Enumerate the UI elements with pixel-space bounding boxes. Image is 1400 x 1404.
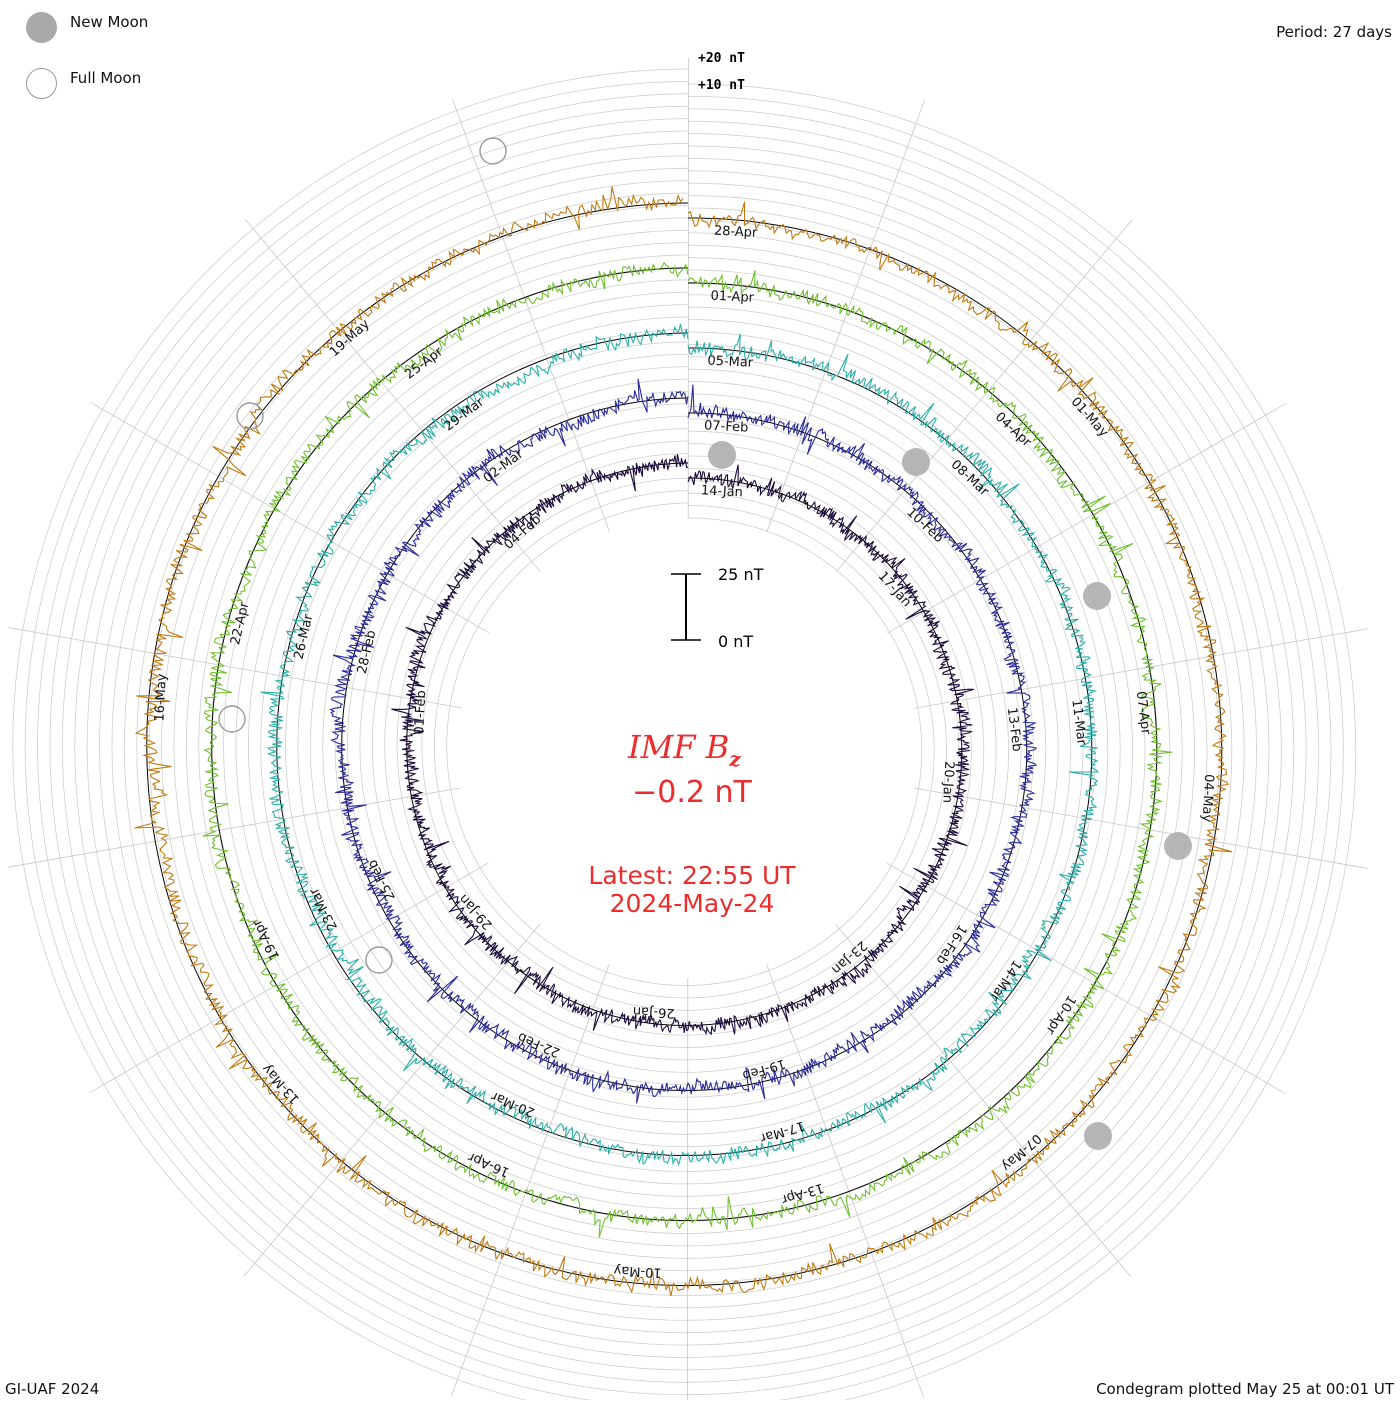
- period-label: Period: 27 days: [1276, 23, 1392, 41]
- grid-spoke: [90, 863, 489, 1093]
- latest-time: Latest: 22:55 UT: [588, 861, 796, 890]
- date-label: 01-Feb: [412, 690, 429, 735]
- ref-label-plus10: +10 nT: [698, 78, 745, 93]
- grid-spoke: [245, 219, 540, 572]
- date-label: 10-Feb: [903, 505, 946, 546]
- new-moon-marker: [902, 448, 930, 476]
- full-moon-marker: [480, 138, 506, 164]
- date-label: 10-Apr: [1042, 992, 1079, 1037]
- date-label: 25-Feb: [365, 857, 399, 903]
- date-label: 13-Feb: [1004, 707, 1024, 753]
- scale-top-label: 25 nT: [718, 565, 764, 584]
- credit-label: GI-UAF 2024: [5, 1380, 99, 1398]
- grid-spoke: [8, 788, 461, 867]
- date-label: 28-Apr: [713, 224, 758, 241]
- date-label: 14-Jan: [700, 483, 743, 500]
- date-label: 10-May: [613, 1262, 662, 1279]
- date-label: 05-Mar: [707, 354, 754, 371]
- date-label: 04-May: [1199, 774, 1216, 823]
- full-moon-marker: [366, 947, 392, 973]
- date-label: 07-Apr: [1133, 690, 1153, 736]
- full-moon-legend-label: Full Moon: [70, 69, 141, 87]
- new-moon-marker: [1084, 1122, 1112, 1150]
- date-label: 20-Jan: [939, 761, 956, 804]
- latest-date: 2024-May-24: [610, 889, 775, 918]
- date-label: 16-May: [152, 673, 169, 722]
- date-label: 22-Feb: [516, 1029, 563, 1060]
- new-moon-legend-icon: [26, 12, 57, 43]
- grid-spoke: [451, 964, 609, 1396]
- full-moon-marker: [219, 706, 245, 732]
- grid-spoke: [766, 964, 923, 1396]
- date-label: 26-Jan: [632, 1003, 675, 1020]
- imf-title-text: IMF B: [627, 728, 729, 766]
- full-moon-legend-icon: [26, 68, 57, 99]
- date-label: 11-Mar: [1068, 699, 1089, 747]
- scale-bottom-label: 0 nT: [718, 632, 753, 651]
- ref-label-plus20: +20 nT: [698, 51, 745, 66]
- imf-title-subscript: z: [728, 747, 741, 771]
- date-label: 07-Feb: [704, 418, 749, 435]
- imf-value: −0.2 nT: [632, 775, 752, 810]
- scale-bar: 25 nT 0 nT: [671, 565, 764, 651]
- date-label: 16-Feb: [933, 922, 970, 967]
- new-moon-marker: [1164, 832, 1192, 860]
- new-moon-marker: [1083, 582, 1111, 610]
- date-label: 01-Apr: [710, 289, 755, 306]
- date-label: 20-Mar: [489, 1088, 538, 1120]
- grid-spoke: [767, 100, 925, 532]
- new-moon-marker: [708, 441, 736, 469]
- new-moon-legend-label: New Moon: [70, 13, 148, 31]
- date-label: 25-Apr: [402, 344, 446, 383]
- date-label: 26-Mar: [292, 612, 317, 661]
- imf-title: IMF Bz: [627, 728, 741, 771]
- grid-spoke: [836, 924, 1131, 1277]
- date-label: 19-Apr: [250, 916, 283, 962]
- center-readout: IMF Bz −0.2 nT Latest: 22:55 UT 2024-May…: [588, 728, 796, 918]
- plotted-label: Condegram plotted May 25 at 00:01 UT: [1096, 1380, 1394, 1398]
